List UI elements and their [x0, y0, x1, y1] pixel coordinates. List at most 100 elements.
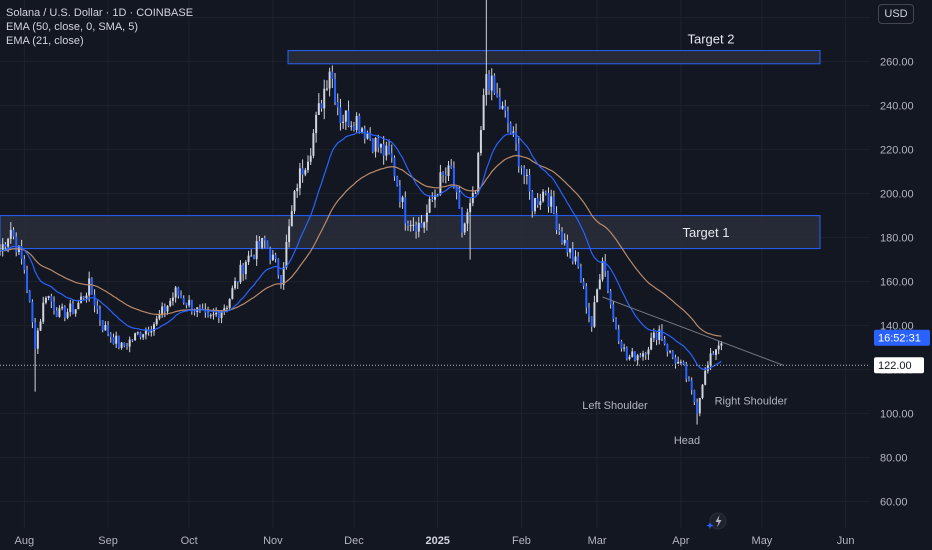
candle-body	[471, 193, 474, 204]
candle-body	[190, 299, 193, 312]
time-tick-label: Jun	[837, 535, 855, 547]
ema21-legend[interactable]: EMA (21, close)	[6, 35, 84, 47]
target1-label: Target 1	[683, 225, 730, 240]
candle-body	[574, 256, 577, 262]
candle-body	[352, 125, 355, 131]
candle-body	[682, 361, 685, 365]
candle-body	[77, 302, 80, 310]
lightning-icon	[715, 515, 722, 528]
candle-body	[63, 306, 66, 318]
candle-body	[644, 353, 647, 355]
tradingview-logo[interactable]	[706, 512, 727, 530]
candle-body	[171, 297, 174, 301]
candle-body	[474, 192, 477, 194]
candle-body	[163, 306, 166, 312]
candle-body	[317, 103, 320, 115]
price-tick-label: 160.00	[880, 277, 914, 289]
candle-body	[271, 254, 274, 261]
sparkle-icon	[706, 522, 714, 529]
ema50-line	[0, 154, 722, 337]
candle-body	[369, 133, 372, 140]
candle-body	[377, 137, 380, 148]
candle-body	[258, 241, 261, 248]
candle-body	[347, 110, 350, 127]
candle-body	[4, 244, 7, 247]
head-label: Head	[674, 435, 700, 447]
candle-body	[431, 199, 434, 201]
candle-body	[331, 71, 334, 79]
candle-body	[144, 329, 147, 335]
candle-body	[571, 248, 574, 262]
time-axis[interactable]: Aug Sep Oct Nov Dec 2025 Feb Mar Apr May Jun	[15, 535, 855, 547]
price-axis[interactable]: 60.0080.00100.00120.00140.00160.00180.00…	[874, 13, 930, 509]
candle-body	[458, 192, 461, 209]
candle-body	[290, 211, 293, 227]
candle-body	[69, 303, 72, 313]
candle-body	[53, 301, 56, 311]
candle-body	[128, 339, 131, 347]
candle-body	[696, 402, 699, 414]
price-tick-label: 180.00	[880, 233, 914, 245]
candle-body	[563, 239, 566, 244]
candle-body	[652, 332, 655, 338]
candle-body	[701, 384, 704, 399]
candle-body	[625, 347, 628, 360]
candle-body	[250, 255, 253, 257]
candle-body	[666, 344, 669, 352]
drawing-overlay	[0, 296, 870, 366]
candle-body	[342, 121, 345, 123]
candle-body	[523, 167, 526, 176]
candle-body	[55, 310, 58, 317]
ema50-legend[interactable]: EMA (50, close, 0, SMA, 5)	[6, 21, 139, 33]
candle-body	[660, 329, 663, 340]
candle-body	[371, 139, 374, 152]
candle-body	[515, 131, 518, 144]
time-tick-label: 2025	[425, 535, 449, 547]
grid-lines	[0, 0, 870, 528]
crosshair-price-tag	[874, 357, 924, 374]
candle-body	[425, 212, 428, 223]
candle-body	[71, 303, 74, 314]
candle-body	[374, 137, 377, 152]
candle-body	[358, 115, 361, 132]
candle-body	[117, 335, 120, 348]
candle-body	[539, 201, 542, 205]
symbol-title[interactable]: Solana / U.S. Dollar · 1D · COINBASE	[6, 7, 194, 19]
candle-body	[650, 337, 653, 350]
target-zones	[0, 50, 821, 250]
ema-lines	[0, 131, 722, 370]
candle-body	[180, 295, 183, 298]
candle-body	[501, 105, 504, 109]
candle-body	[50, 296, 53, 302]
candle-body	[312, 133, 315, 156]
candle-body	[269, 248, 272, 261]
candle-body	[396, 176, 399, 186]
candle-body	[188, 299, 191, 306]
candle-body	[82, 296, 85, 299]
candle-body	[612, 304, 615, 319]
candle-body	[61, 306, 64, 309]
candlestick-series	[0, 0, 723, 425]
candle-body	[109, 333, 112, 338]
candle-body	[293, 191, 296, 212]
candle-body	[663, 339, 666, 345]
currency-button[interactable]: USD	[878, 4, 914, 24]
candle-body	[325, 88, 328, 90]
candle-body	[220, 311, 223, 319]
candle-body	[74, 309, 77, 314]
candle-body	[252, 255, 255, 260]
candle-body	[242, 264, 245, 275]
candle-body	[525, 174, 528, 176]
candle-body	[642, 353, 645, 357]
candle-body	[498, 96, 501, 109]
candle-body	[223, 308, 226, 312]
candle-body	[166, 305, 169, 312]
candle-body	[355, 115, 358, 131]
candle-body	[282, 267, 285, 285]
candle-body	[58, 308, 61, 317]
candle-body	[26, 269, 29, 291]
candle-body	[409, 225, 412, 227]
candle-body	[477, 152, 480, 193]
right-shoulder-label: Right Shoulder	[715, 395, 788, 407]
